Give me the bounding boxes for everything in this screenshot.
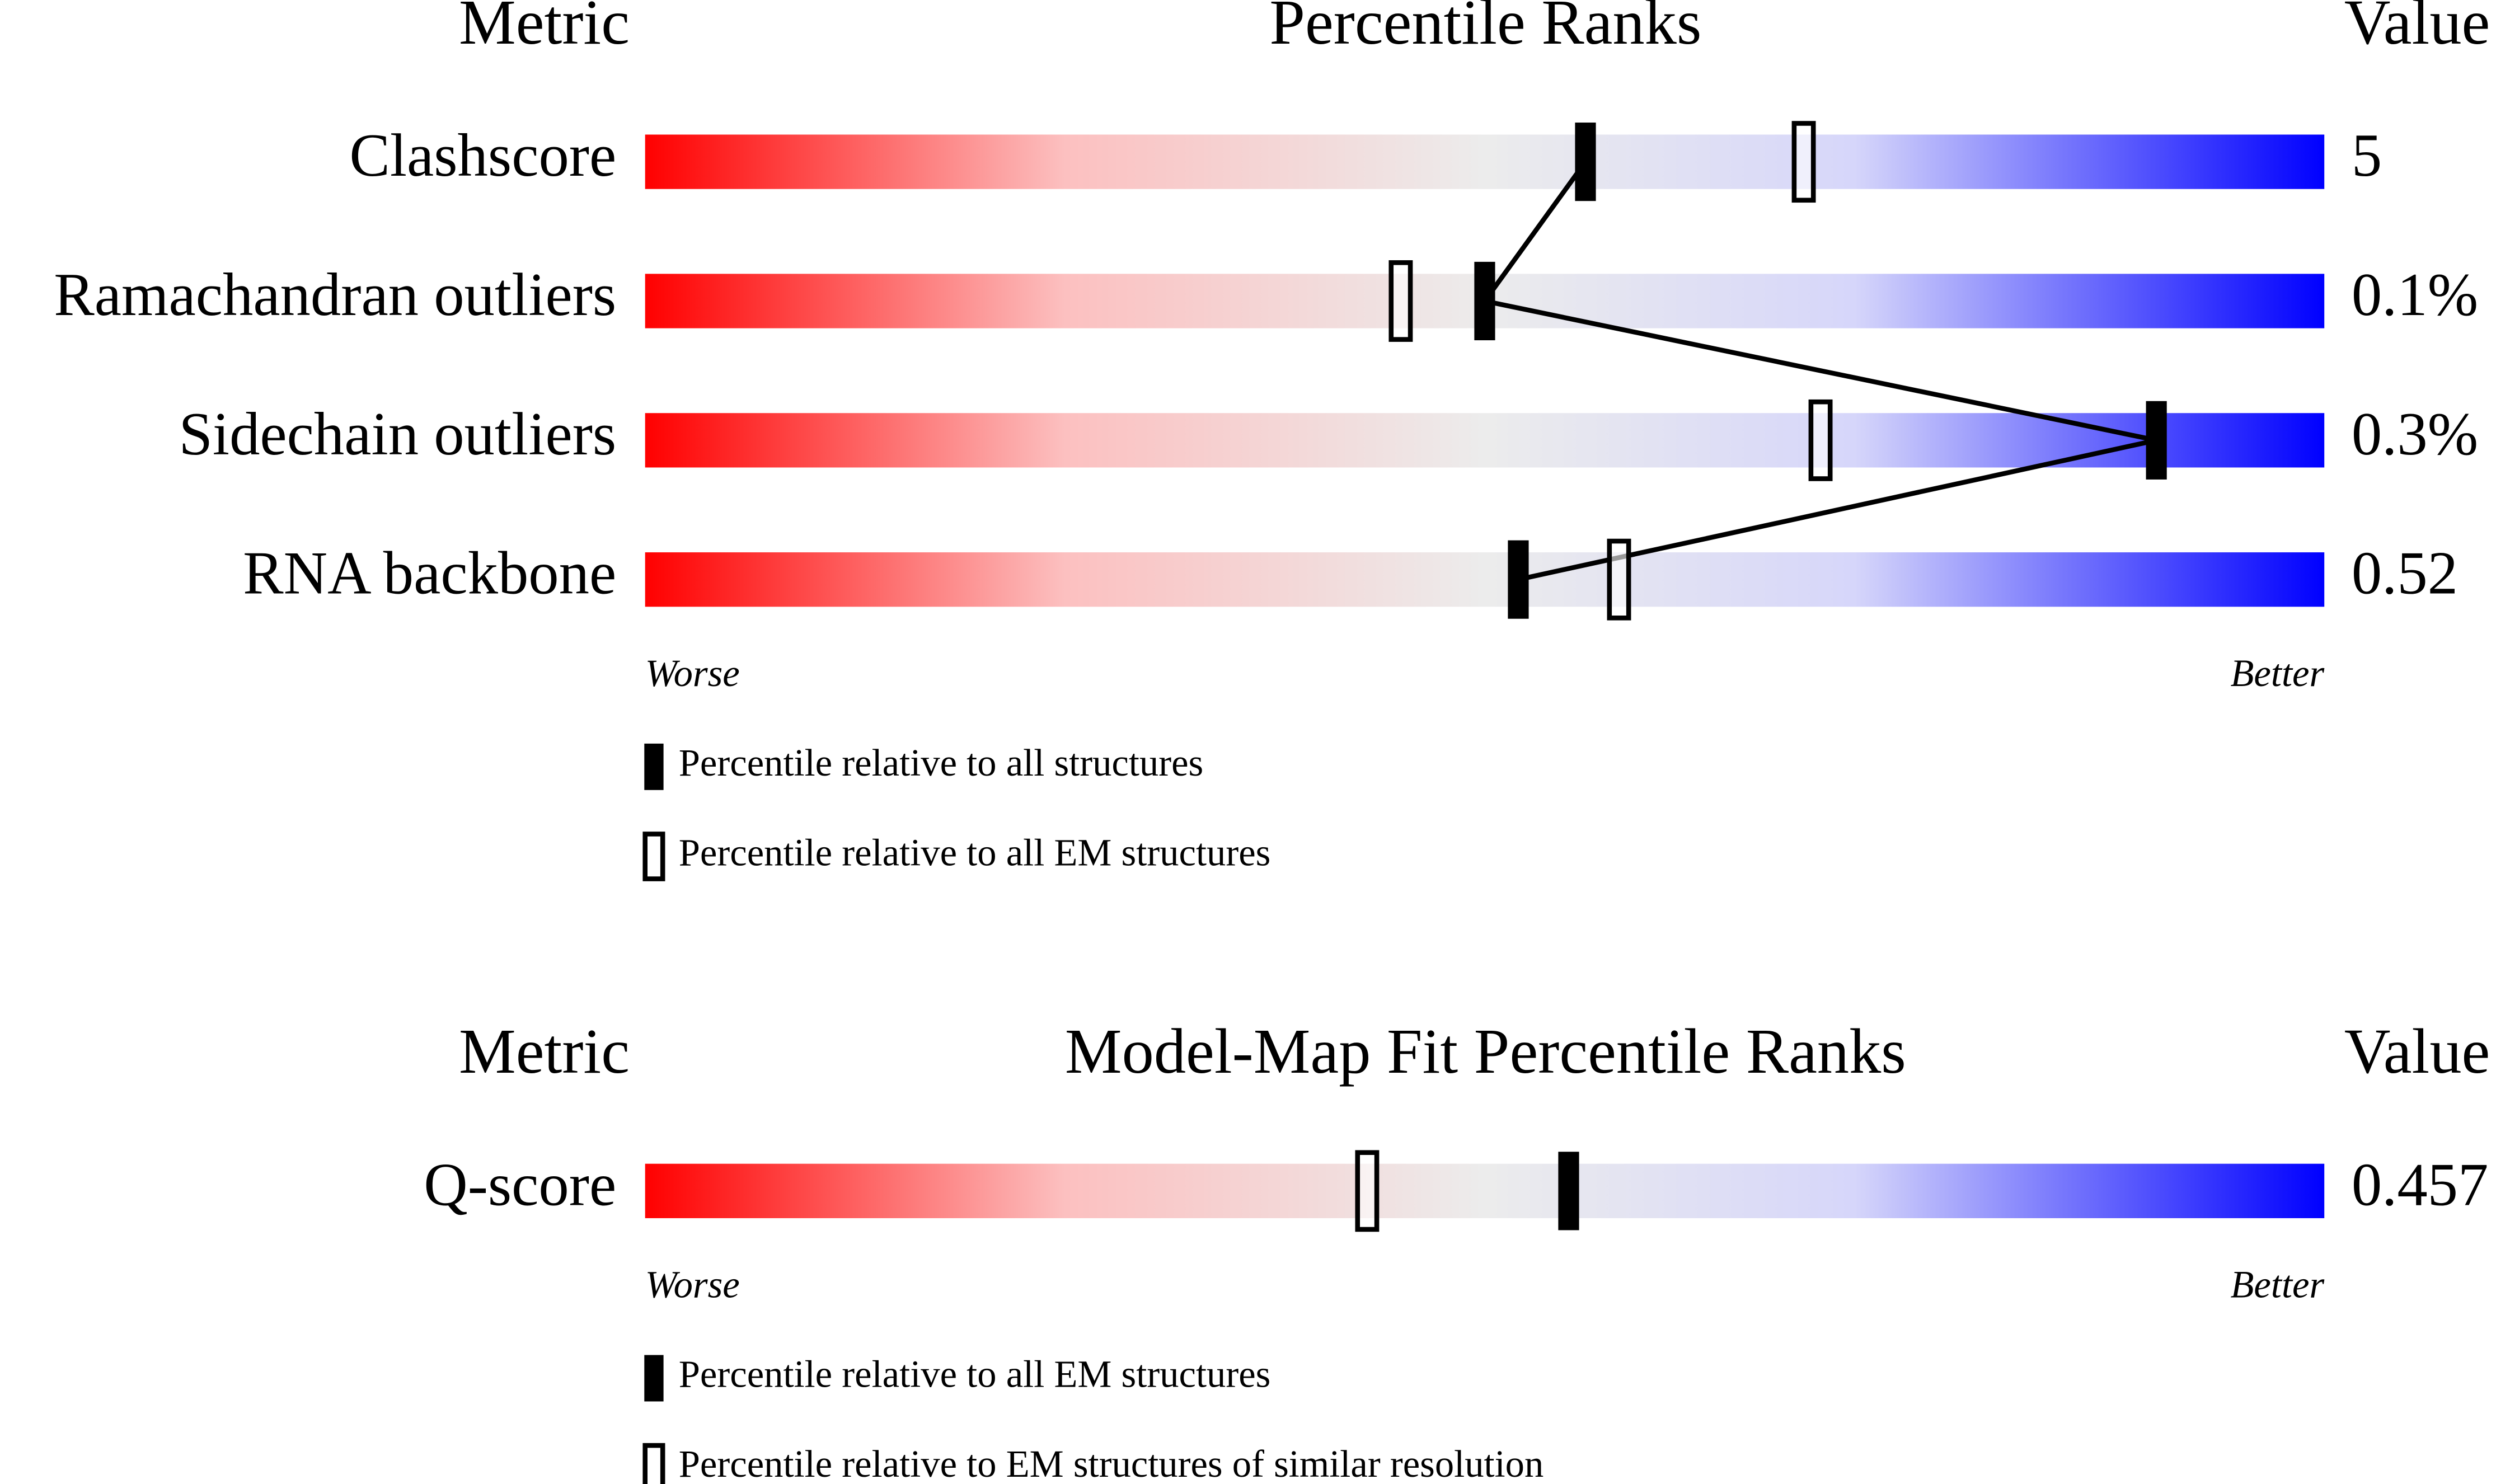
legend-swatch [642, 832, 665, 881]
connector-line [1480, 160, 2157, 582]
legend-label: Percentile relative to all EM structures [679, 1353, 1271, 1396]
metric-value: 0.52 [2352, 539, 2458, 607]
percentile-marker-open [1808, 399, 1833, 481]
slider-bar [645, 134, 2325, 189]
percentile-marker-filled [1558, 1152, 1579, 1231]
metric-value: 0.3% [2352, 400, 2478, 468]
percentile-marker-filled [1508, 540, 1529, 619]
legend-label: Percentile relative to all EM structures [679, 831, 1271, 874]
slider-bar [645, 552, 2325, 607]
legend-swatch [644, 743, 664, 790]
percentile-marker-filled [1575, 123, 1596, 201]
percentile-marker-open [1607, 538, 1631, 621]
metric-value: 5 [2352, 121, 2382, 189]
percentile-marker-open [1355, 1150, 1380, 1232]
legend-swatch [644, 1355, 664, 1402]
metric-value: 0.457 [2352, 1150, 2489, 1218]
value-header: Value [2344, 1016, 2490, 1087]
metric-label: RNA backbone [243, 539, 616, 607]
metric-header: Metric [459, 1016, 630, 1087]
legend-label: Percentile relative to EM structures of … [679, 1443, 1544, 1484]
metric-value: 0.1% [2352, 261, 2478, 328]
better-label: Better [2231, 1264, 2325, 1306]
slider-bar [645, 1163, 2325, 1218]
chart-title: Percentile Ranks [1269, 0, 1701, 58]
percentile-marker-filled [2146, 401, 2167, 480]
better-label: Better [2231, 652, 2325, 694]
metric-label: Clashscore [349, 121, 616, 189]
metric-header: Metric [459, 0, 630, 58]
value-header: Value [2344, 0, 2490, 58]
metric-label: Q-score [424, 1150, 616, 1218]
percentile-marker-open [1388, 260, 1413, 342]
metric-label: Ramachandran outliers [54, 261, 616, 328]
legend-label: Percentile relative to all structures [679, 741, 1204, 784]
slider-bar [645, 413, 2325, 468]
worse-label: Worse [645, 1264, 740, 1306]
legend-swatch [642, 1443, 665, 1484]
percentile-marker-open [1791, 121, 1816, 203]
metric-label: Sidechain outliers [179, 400, 616, 468]
worse-label: Worse [645, 652, 740, 694]
percentile-marker-filled [1474, 261, 1495, 341]
chart-title: Model-Map Fit Percentile Ranks [1065, 1016, 1906, 1087]
